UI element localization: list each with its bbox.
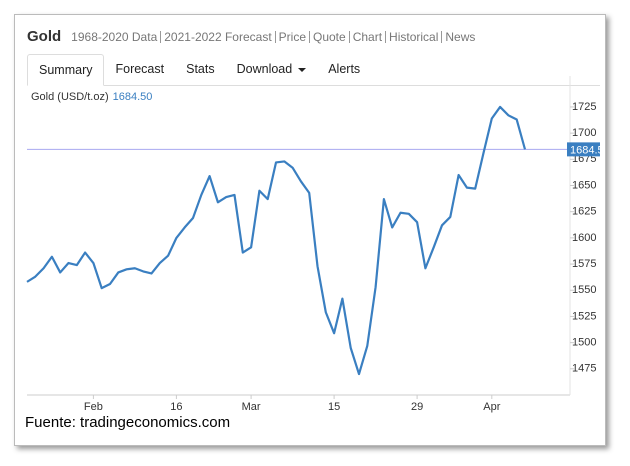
caret[interactable]: [298, 67, 307, 72]
x-tick-label: Feb: [84, 401, 103, 413]
y-tick-label: 1625: [572, 206, 596, 218]
header-link[interactable]: 1968-2020 Data: [71, 29, 158, 44]
tab[interactable]: Summary: [27, 54, 105, 86]
value-badge-label: 1684.50: [570, 144, 610, 156]
tab[interactable]: Forecast: [104, 54, 175, 85]
y-tick-label: 1600: [572, 232, 596, 244]
header: Gold 1968-2020 Data 2021-2022 Forecast Pri…: [27, 28, 475, 45]
tab-label[interactable]: Download: [236, 62, 293, 76]
tab[interactable]: Alerts: [317, 54, 371, 85]
header-link[interactable]: Price: [278, 29, 306, 44]
separator: [385, 30, 387, 43]
header-link[interactable]: News: [445, 29, 476, 44]
tabs: Summary Forecast Stats Download Alerts: [27, 54, 600, 86]
y-tick-label: 1475: [572, 363, 596, 375]
tab[interactable]: Stats: [175, 54, 226, 85]
frame: [14, 14, 606, 446]
y-tick-label: 1500: [572, 337, 596, 349]
separator: [441, 30, 443, 43]
x-tick-label: Apr: [483, 401, 500, 413]
y-tick-label: 1550: [572, 284, 596, 296]
legend-label: Gold (USD/t.oz) 1684.50: [31, 91, 152, 103]
tab-label[interactable]: Stats: [186, 62, 215, 76]
x-tick-label: 15: [328, 401, 340, 413]
y-tick-label: 1725: [572, 101, 596, 113]
legend-value: 1684.50: [113, 91, 153, 103]
separator: [274, 30, 276, 43]
x-tick-label: 29: [411, 401, 423, 413]
source: Fuente: tradingeconomics.com: [25, 414, 231, 431]
header-link[interactable]: Quote: [313, 29, 346, 44]
separator: [160, 30, 162, 43]
separator: [309, 30, 310, 43]
tab-label[interactable]: Forecast: [115, 62, 165, 76]
legend-entry: Gold (USD/t.oz): [31, 91, 109, 103]
line: [26, 105, 527, 376]
y-tick-label: 1575: [572, 258, 596, 270]
header-link[interactable]: Historical: [389, 29, 439, 44]
value-badge: [567, 142, 600, 157]
y-tick-label: 1700: [572, 127, 596, 139]
header-title: Gold: [27, 28, 62, 45]
separator: [348, 30, 350, 43]
x-tick-label: Mar: [242, 401, 261, 413]
tab[interactable]: Download: [226, 54, 318, 85]
tab-label[interactable]: Alerts: [328, 62, 361, 76]
header-link[interactable]: 2021-2022 Forecast: [164, 29, 272, 44]
tab-label[interactable]: Summary: [39, 63, 93, 77]
y-tick-label: 1525: [572, 310, 596, 322]
header-link[interactable]: Chart: [352, 29, 383, 44]
x-tick-label: 16: [170, 401, 182, 413]
y-tick-label: 1650: [572, 179, 596, 191]
